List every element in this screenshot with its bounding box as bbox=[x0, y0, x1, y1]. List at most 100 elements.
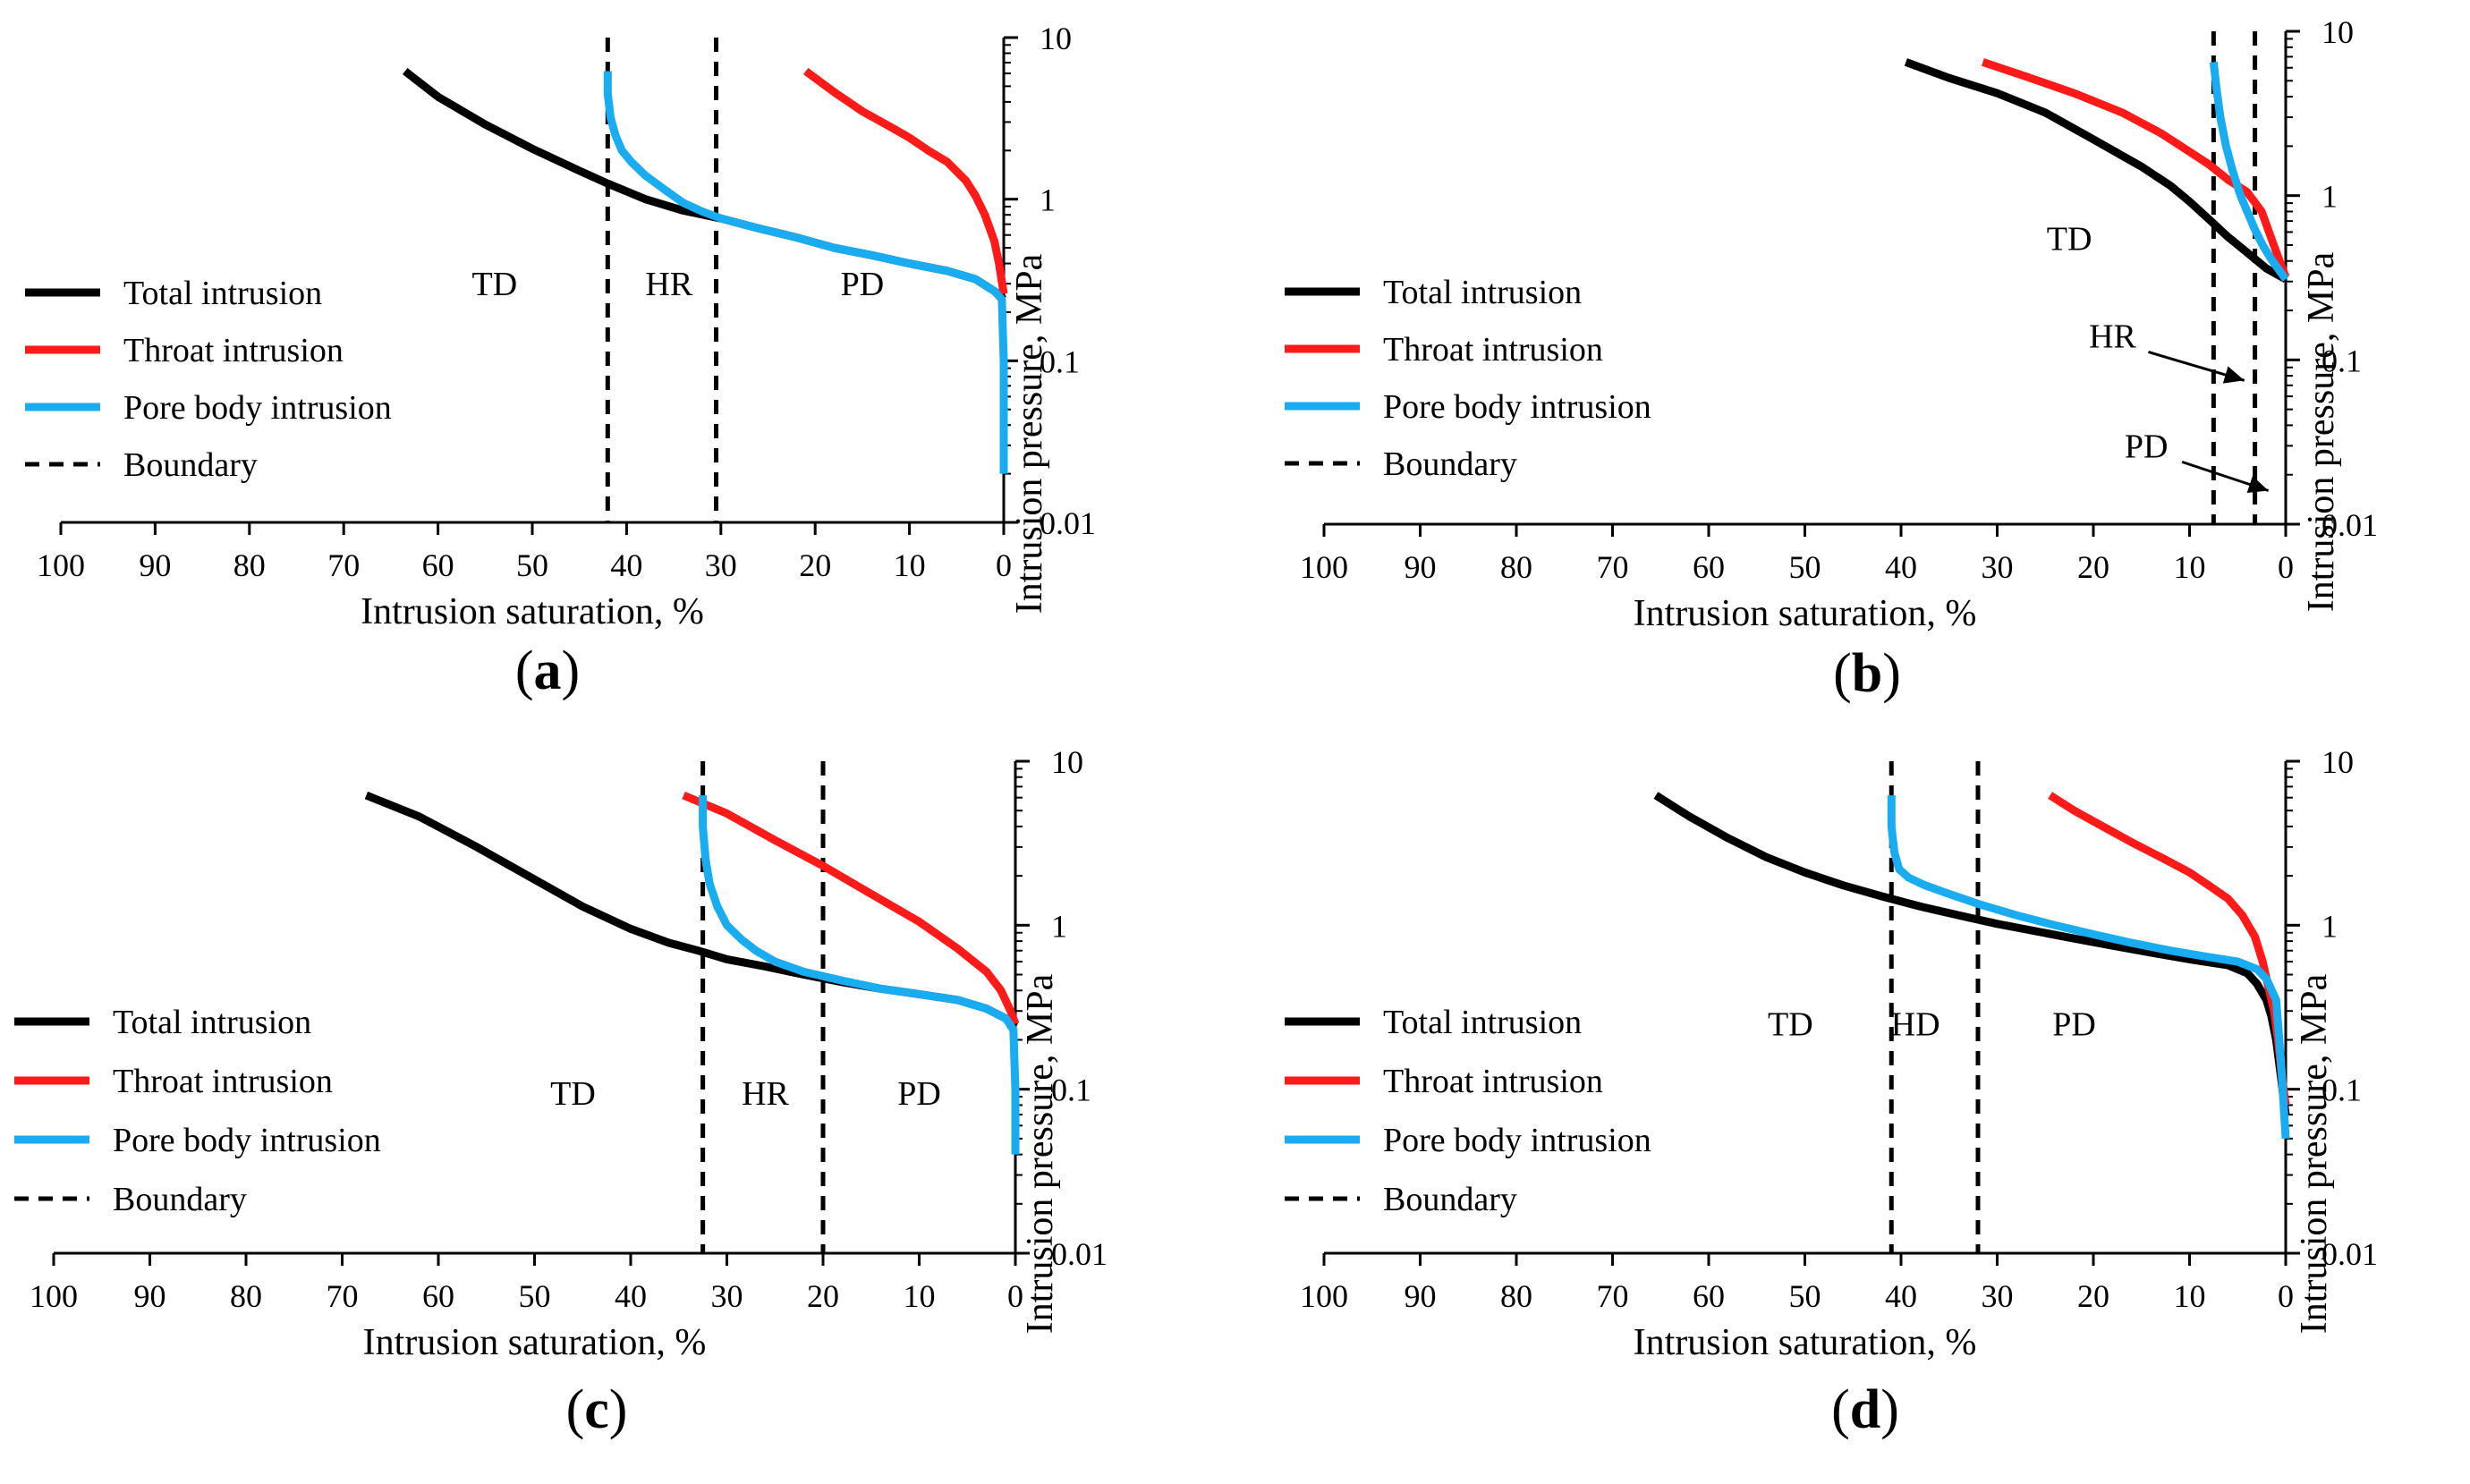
series-line-pore bbox=[2209, 61, 2289, 282]
legend-label-boundary: Boundary bbox=[123, 446, 258, 484]
legend-label-total: Total intrusion bbox=[113, 1004, 311, 1041]
region-label-pd: PD bbox=[897, 1075, 941, 1113]
x-tick-label: 60 bbox=[422, 1278, 454, 1314]
y-tick-label: 0.01 bbox=[2321, 1236, 2378, 1272]
y-tick-label: 10 bbox=[1051, 744, 1083, 780]
y-tick-label: 0.01 bbox=[1040, 505, 1096, 541]
x-tick-label: 30 bbox=[711, 1278, 743, 1314]
x-tick-label: 70 bbox=[1597, 549, 1629, 585]
legend: Total intrusion Throat intrusion Pore body… bbox=[14, 1004, 381, 1218]
region-label-hr: HR bbox=[645, 266, 692, 303]
caption-close-paren: ) bbox=[562, 640, 581, 701]
legend-label-throat: Throat intrusion bbox=[1383, 1063, 1603, 1100]
legend-label-boundary: Boundary bbox=[1383, 1181, 1517, 1218]
x-tick-label: 60 bbox=[1693, 1278, 1725, 1314]
x-tick-label: 50 bbox=[1789, 1278, 1821, 1314]
x-tick-label: 70 bbox=[1597, 1278, 1629, 1314]
x-tick-label: 80 bbox=[230, 1278, 262, 1314]
y-axis-label: Intrusion pressure, MPa bbox=[2301, 251, 2342, 612]
x-tick-label: 50 bbox=[1789, 549, 1821, 585]
region-label-hd: HD bbox=[1891, 1006, 1940, 1044]
y-tick-label: 0.01 bbox=[1051, 1236, 1108, 1272]
y-axis-label: Intrusion pressure, MPa bbox=[1009, 253, 1050, 614]
legend-label-throat: Throat intrusion bbox=[123, 332, 344, 369]
y-tick-label: 10 bbox=[2321, 744, 2354, 780]
series-line-total bbox=[1653, 792, 2290, 1115]
region-label-td: TD bbox=[550, 1075, 596, 1113]
x-tick-label: 10 bbox=[904, 1278, 936, 1314]
x-tick-label: 60 bbox=[422, 547, 454, 583]
x-tick-label: 80 bbox=[1500, 549, 1532, 585]
x-tick-label: 10 bbox=[2174, 549, 2206, 585]
x-tick-label: 70 bbox=[327, 1278, 359, 1314]
caption-letter: d bbox=[1850, 1379, 1880, 1440]
y-tick-label: 0.1 bbox=[2321, 1073, 2362, 1108]
y-axis-label: Intrusion pressure, MPa bbox=[1020, 973, 1061, 1334]
x-tick-label: 40 bbox=[615, 1278, 647, 1314]
x-tick-label: 30 bbox=[705, 547, 737, 583]
annotation-label-pd: PD bbox=[2125, 428, 2169, 465]
series-line-throat bbox=[682, 791, 1020, 1026]
caption-close-paren: ) bbox=[1882, 643, 1901, 704]
caption-letter: b bbox=[1852, 643, 1882, 704]
y-tick-label: 1 bbox=[1051, 908, 1067, 944]
x-tick-label: 100 bbox=[1300, 1278, 1348, 1314]
y-tick-label: 1 bbox=[1040, 182, 1056, 218]
legend-label-total: Total intrusion bbox=[123, 275, 322, 312]
series-line-pore bbox=[699, 795, 1020, 1155]
x-tick-label: 40 bbox=[1885, 549, 1917, 585]
x-tick-label: 0 bbox=[2278, 549, 2294, 585]
y-tick-label: 10 bbox=[2321, 14, 2354, 50]
x-tick-label: 80 bbox=[1500, 1278, 1532, 1314]
x-tick-label: 0 bbox=[2278, 1278, 2294, 1314]
panel-caption: (b) bbox=[1833, 643, 1901, 704]
y-tick-label: 1 bbox=[2321, 179, 2338, 215]
caption-letter: a bbox=[534, 640, 562, 701]
series-line-total bbox=[1904, 58, 2288, 284]
x-tick-label: 20 bbox=[799, 547, 831, 583]
x-tick-label: 30 bbox=[1982, 1278, 2014, 1314]
series-line-pore bbox=[1887, 795, 2290, 1140]
x-tick-label: 80 bbox=[233, 547, 266, 583]
series-line-throat bbox=[1981, 58, 2290, 279]
legend-label-boundary: Boundary bbox=[1383, 445, 1517, 483]
region-label-td: TD bbox=[472, 266, 518, 303]
legend: Total intrusion Throat intrusion Pore body… bbox=[1285, 1004, 1651, 1218]
x-tick-label: 40 bbox=[1885, 1278, 1917, 1314]
x-axis-label: Intrusion saturation, % bbox=[1634, 593, 1977, 634]
legend-label-pore: Pore body intrusion bbox=[113, 1122, 381, 1159]
legend-label-throat: Throat intrusion bbox=[113, 1063, 333, 1100]
legend-label-boundary: Boundary bbox=[113, 1181, 247, 1218]
series-line-pore bbox=[603, 71, 1008, 474]
x-tick-label: 20 bbox=[807, 1278, 839, 1314]
panel-caption: (d) bbox=[1831, 1379, 1899, 1440]
x-tick-label: 100 bbox=[1300, 549, 1348, 585]
region-label-td: TD bbox=[1768, 1006, 1813, 1044]
annotation-label-hr: HR bbox=[2089, 318, 2136, 355]
x-tick-label: 90 bbox=[134, 1278, 166, 1314]
x-tick-label: 90 bbox=[1405, 1278, 1437, 1314]
legend-label-pore: Pore body intrusion bbox=[1383, 388, 1651, 426]
y-tick-label: 0.1 bbox=[1040, 343, 1080, 379]
x-tick-label: 20 bbox=[2077, 1278, 2109, 1314]
region-label-pd: PD bbox=[841, 266, 885, 303]
caption-open-paren: ( bbox=[566, 1379, 585, 1440]
caption-open-paren: ( bbox=[515, 640, 534, 701]
y-tick-label: 0.1 bbox=[1051, 1073, 1091, 1108]
x-tick-label: 90 bbox=[1405, 549, 1437, 585]
x-tick-label: 10 bbox=[2174, 1278, 2206, 1314]
legend-label-total: Total intrusion bbox=[1383, 274, 1582, 311]
x-tick-label: 60 bbox=[1693, 549, 1725, 585]
panel-caption: (c) bbox=[566, 1379, 628, 1440]
x-axis-label: Intrusion saturation, % bbox=[1634, 1322, 1977, 1363]
x-tick-label: 50 bbox=[516, 547, 548, 583]
y-axis-label: Intrusion pressure, MPa bbox=[2294, 973, 2335, 1334]
legend: Total intrusion Throat intrusion Pore body… bbox=[25, 275, 392, 484]
caption-open-paren: ( bbox=[1833, 643, 1852, 704]
series-line-throat bbox=[803, 67, 1008, 295]
x-tick-label: 100 bbox=[37, 547, 85, 583]
y-tick-label: 0.1 bbox=[2321, 343, 2362, 378]
